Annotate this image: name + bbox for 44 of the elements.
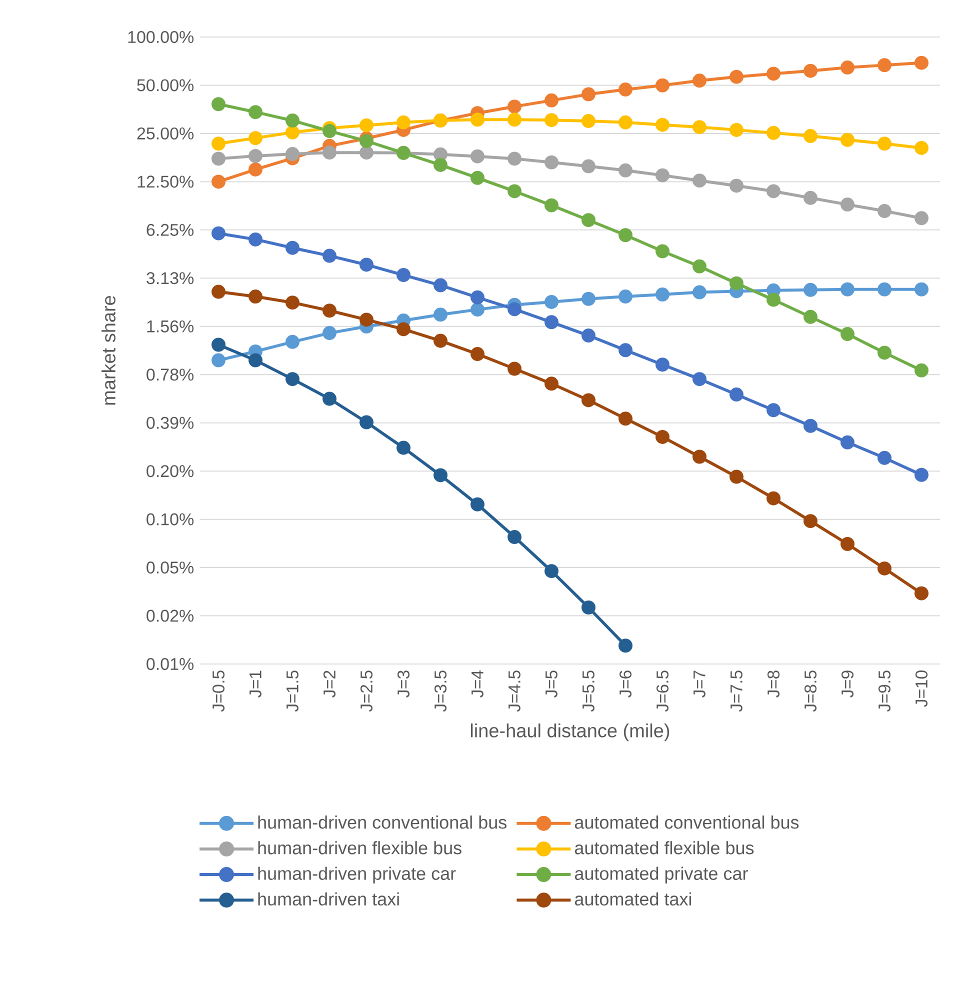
y-tick-label: 0.78% [146,368,194,381]
x-tick-label: J=9.5 [878,670,891,712]
x-tick-label: J=8 [767,670,780,698]
y-tick-label: 25.00% [137,127,194,140]
y-tick-label: 6.25% [146,224,194,236]
x-tick-label: J=3.5 [434,670,447,712]
y-tick-label: 0.01% [146,658,194,670]
y-tick-label: 12.50% [138,176,194,188]
legend-label: human-driven flexible bus [258,841,462,854]
legend-label: automated conventional bus [574,816,799,829]
x-tick-label: J=4 [472,670,484,698]
x-tick-label: J=6.5 [656,670,669,712]
x-tick-label: J=8.5 [804,670,817,712]
y-tick-label: 0.10% [146,513,194,526]
y-tick-label: 3.13% [146,272,194,284]
y-axis-title: market share [102,296,116,405]
x-axis-title: line-haul distance (mile) [470,723,670,742]
x-tick-label: J=5.5 [582,670,594,712]
y-tick-label: 100.00% [128,30,194,44]
x-tick-label: J=1 [250,670,262,698]
y-tick-label: 0.05% [146,562,194,574]
x-tick-label: J=9 [841,670,854,698]
y-tick-label: 50.00% [137,79,194,92]
x-tick-label: J=3 [397,670,410,698]
legend-label: human-driven taxi [258,892,399,906]
x-tick-label: J=0.5 [212,670,225,712]
x-tick-label: J=2 [323,670,336,698]
x-tick-label: J=2.5 [360,670,373,712]
x-tick-label: J=6 [619,670,632,698]
x-tick-label: J=4.5 [508,670,520,712]
legend-label: automated taxi [574,892,692,906]
x-tick-label: J=10 [915,670,928,707]
x-tick-label: J=1.5 [286,670,298,712]
y-tick-label: 1.56% [147,320,194,332]
x-tick-label: J=7 [694,670,706,698]
legend-label: human-driven conventional bus [258,816,506,829]
legend-label: automated flexible bus [574,841,754,854]
legend-label: human-driven private car [258,866,456,884]
x-tick-label: J=5 [546,670,558,698]
x-tick-label: J=7.5 [730,670,742,712]
legend-label: automated private car [574,866,748,884]
y-tick-label: 0.20% [146,465,194,478]
y-tick-label: 0.02% [146,610,194,622]
y-tick-label: 0.39% [146,416,194,429]
